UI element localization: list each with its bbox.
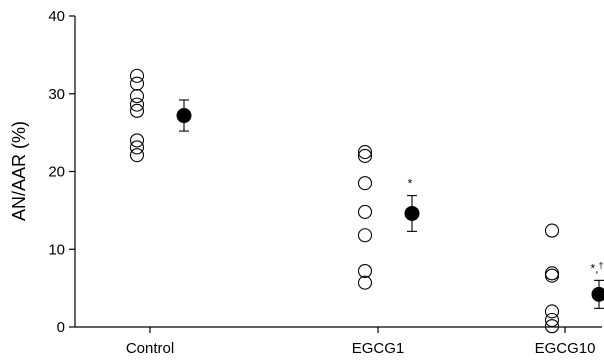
data-point-mean xyxy=(405,206,419,220)
significance-mark-sup: † xyxy=(599,260,604,270)
data-point-open xyxy=(359,205,372,218)
data-point-open xyxy=(359,276,372,289)
x-tick-label: EGCG1 xyxy=(352,340,405,357)
significance-mark: * xyxy=(408,177,413,191)
x-ticks: Control EGCG1 EGCG10 xyxy=(126,327,596,357)
data-point-open xyxy=(359,265,372,278)
data-point-mean xyxy=(177,109,191,123)
y-tick-label: 20 xyxy=(48,164,65,181)
data-marks: * *,† xyxy=(131,69,604,332)
data-point-open xyxy=(131,77,144,90)
y-tick-label: 10 xyxy=(48,241,65,258)
significance-annotation: *,† xyxy=(590,260,603,275)
y-tick-label: 0 xyxy=(57,319,65,336)
data-point-mean xyxy=(592,287,604,301)
significance-mark: *, xyxy=(590,261,598,275)
y-ticks: 0 10 20 30 40 xyxy=(48,8,75,336)
data-point-open xyxy=(359,177,372,190)
significance-annotation: * xyxy=(408,177,413,191)
data-point-open xyxy=(131,149,144,162)
data-point-open xyxy=(359,229,372,242)
y-tick-label: 30 xyxy=(48,86,65,103)
y-axis-title: AN/AAR (%) xyxy=(9,121,29,221)
x-tick-label: Control xyxy=(126,340,174,357)
axes xyxy=(75,16,602,327)
data-point-open xyxy=(546,224,559,237)
data-point-open xyxy=(131,69,144,82)
x-tick-label: EGCG10 xyxy=(535,340,596,357)
y-tick-label: 40 xyxy=(48,8,65,25)
